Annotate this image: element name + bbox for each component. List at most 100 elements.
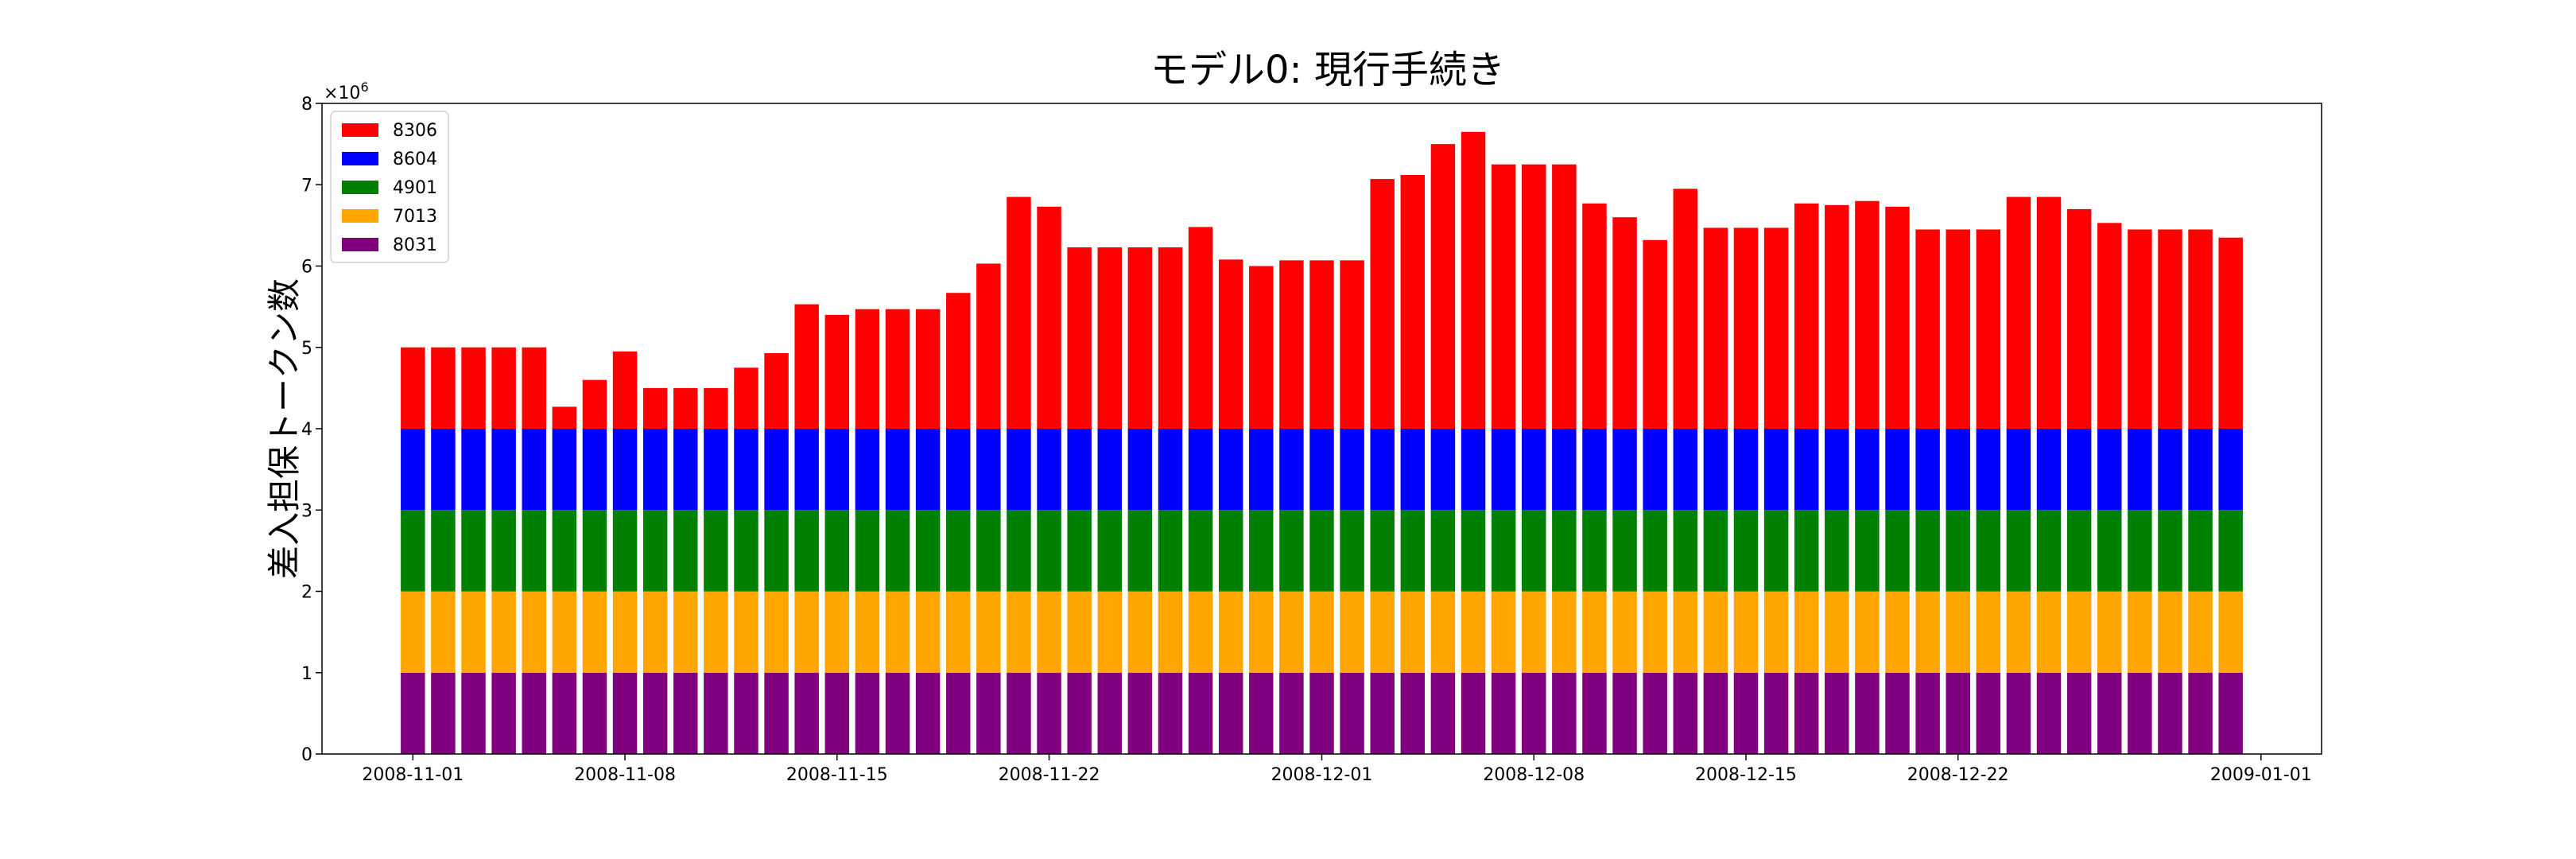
bar-8031-2008-11-27 bbox=[1188, 672, 1213, 754]
bar-4901-2008-11-28 bbox=[1218, 510, 1243, 592]
bar-7013-2008-11-10 bbox=[673, 591, 698, 673]
bar-4901-2008-12-02 bbox=[1340, 510, 1364, 592]
bar-7013-2008-12-12 bbox=[1643, 591, 1667, 673]
bar-4901-2008-12-28 bbox=[2128, 510, 2152, 592]
bar-8306-2008-11-23 bbox=[1067, 247, 1092, 429]
legend-items: 8306 8604 4901 7013 8031 bbox=[342, 121, 437, 255]
bar-8031-2008-11-04 bbox=[491, 672, 516, 754]
chart-title: モデル0: 現行手続き bbox=[1150, 48, 1505, 92]
bar-8306-2008-12-16 bbox=[1763, 227, 1789, 429]
legend-swatch-4901 bbox=[342, 181, 378, 194]
bar-7013-2008-12-08 bbox=[1522, 591, 1546, 673]
bar-8604-2008-12-18 bbox=[1825, 429, 1849, 511]
bar-7013-2008-12-07 bbox=[1491, 591, 1516, 673]
bar-8604-2008-11-27 bbox=[1188, 429, 1213, 511]
bar-8604-2008-11-12 bbox=[734, 429, 758, 511]
bar-4901-2008-11-22 bbox=[1037, 510, 1061, 592]
bar-8604-2008-11-06 bbox=[552, 429, 577, 511]
legend-label-8604: 8604 bbox=[393, 150, 437, 169]
bar-8604-2008-11-20 bbox=[976, 429, 1001, 511]
bar-4901-2008-12-29 bbox=[2158, 510, 2182, 592]
bar-8031-2008-11-25 bbox=[1127, 672, 1153, 754]
bar-8306-2008-11-17 bbox=[885, 309, 910, 429]
bar-8306-2008-12-15 bbox=[1733, 227, 1759, 429]
bar-8604-2008-11-07 bbox=[582, 429, 607, 511]
bar-8306-2008-12-01 bbox=[1309, 260, 1334, 429]
x-tick-label: 2008-11-01 bbox=[362, 765, 464, 785]
bar-8031-2008-11-23 bbox=[1067, 672, 1092, 754]
bar-4901-2008-11-02 bbox=[431, 510, 456, 592]
bar-8306-2008-11-29 bbox=[1249, 266, 1274, 429]
x-axis: 2008-11-01 2008-11-08 2008-11-15 2008-11-22… bbox=[362, 754, 2312, 785]
bar-8031-2008-12-23 bbox=[1976, 672, 2001, 754]
legend-swatch-7013 bbox=[342, 209, 378, 223]
bar-7013-2008-12-15 bbox=[1733, 591, 1759, 673]
bar-8604-2008-12-09 bbox=[1552, 429, 1577, 511]
x-tick-label: 2008-11-15 bbox=[786, 765, 888, 785]
bar-8604-2008-11-18 bbox=[915, 429, 941, 511]
bar-7013-2008-11-20 bbox=[976, 591, 1001, 673]
bar-8306-2008-11-13 bbox=[764, 352, 789, 429]
bar-8031-2008-11-22 bbox=[1037, 672, 1061, 754]
bar-8031-2008-12-01 bbox=[1309, 672, 1334, 754]
bar-4901-2008-11-14 bbox=[794, 510, 819, 592]
bar-7013-2008-11-17 bbox=[885, 591, 910, 673]
bar-8031-2008-11-10 bbox=[673, 672, 698, 754]
y-tick-label: 3 bbox=[301, 501, 312, 521]
bar-8031-2008-11-26 bbox=[1158, 672, 1183, 754]
y-tick-label: 2 bbox=[301, 583, 312, 603]
bar-4901-2008-12-08 bbox=[1522, 510, 1546, 592]
bar-8604-2008-11-05 bbox=[522, 429, 546, 511]
bar-7013-2008-11-19 bbox=[945, 591, 971, 673]
bar-8031-2008-11-18 bbox=[915, 672, 941, 754]
bar-7013-2008-11-13 bbox=[764, 591, 789, 673]
bar-8604-2008-11-25 bbox=[1127, 429, 1153, 511]
bar-8031-2008-12-24 bbox=[2006, 672, 2031, 754]
bar-8604-2008-11-29 bbox=[1249, 429, 1274, 511]
bar-7013-2008-12-27 bbox=[2097, 591, 2122, 673]
bar-7013-2008-11-01 bbox=[401, 591, 425, 673]
bar-8031-2008-12-22 bbox=[1946, 672, 1970, 754]
legend-label-4901: 4901 bbox=[393, 178, 437, 198]
bar-4901-2008-11-06 bbox=[552, 510, 577, 592]
bar-8306-2008-12-25 bbox=[2036, 196, 2062, 429]
bar-7013-2008-11-23 bbox=[1067, 591, 1092, 673]
bar-8306-2008-11-18 bbox=[915, 309, 941, 429]
bar-4901-2008-12-17 bbox=[1794, 510, 1819, 592]
bar-8306-2008-11-30 bbox=[1279, 260, 1304, 429]
y-tick-label: 1 bbox=[301, 664, 312, 684]
bar-8031-2008-11-12 bbox=[734, 672, 758, 754]
bar-8306-2008-11-05 bbox=[522, 347, 546, 429]
bar-8306-2008-12-02 bbox=[1340, 260, 1364, 429]
bar-8604-2008-12-04 bbox=[1400, 429, 1426, 511]
bar-4901-2008-12-20 bbox=[1885, 510, 1910, 592]
bar-8306-2008-12-04 bbox=[1400, 174, 1426, 430]
bar-7013-2008-12-23 bbox=[1976, 591, 2001, 673]
y-multiplier-base: ×10 bbox=[324, 84, 360, 103]
bar-8604-2008-11-21 bbox=[1007, 429, 1031, 511]
bar-4901-2008-11-12 bbox=[734, 510, 758, 592]
bar-8031-2008-12-29 bbox=[2158, 672, 2182, 754]
x-tick-label: 2009-01-01 bbox=[2210, 765, 2312, 785]
bar-8031-2008-12-11 bbox=[1612, 672, 1637, 754]
bar-4901-2008-11-05 bbox=[522, 510, 546, 592]
bar-8604-2008-11-19 bbox=[945, 429, 971, 511]
bar-8306-2008-11-24 bbox=[1097, 247, 1122, 429]
bar-8604-2008-11-08 bbox=[612, 429, 638, 511]
bar-8604-2008-12-28 bbox=[2128, 429, 2152, 511]
bar-7013-2008-12-13 bbox=[1673, 591, 1698, 673]
bar-8604-2008-11-22 bbox=[1037, 429, 1061, 511]
bar-7013-2008-11-06 bbox=[552, 591, 577, 673]
bar-4901-2008-12-19 bbox=[1855, 510, 1880, 592]
bar-4901-2008-11-11 bbox=[704, 510, 728, 592]
bar-7013-2008-11-15 bbox=[824, 591, 850, 673]
bar-7013-2008-12-02 bbox=[1340, 591, 1364, 673]
bar-8604-2008-11-09 bbox=[642, 429, 668, 511]
bar-4901-2008-11-07 bbox=[582, 510, 607, 592]
legend-swatch-8306 bbox=[342, 123, 378, 137]
bar-8604-2008-12-25 bbox=[2036, 429, 2062, 511]
bar-8031-2008-11-20 bbox=[976, 672, 1001, 754]
bar-4901-2008-11-01 bbox=[401, 510, 425, 592]
bar-8031-2008-12-31 bbox=[2218, 672, 2243, 754]
bar-4901-2008-11-23 bbox=[1067, 510, 1092, 592]
